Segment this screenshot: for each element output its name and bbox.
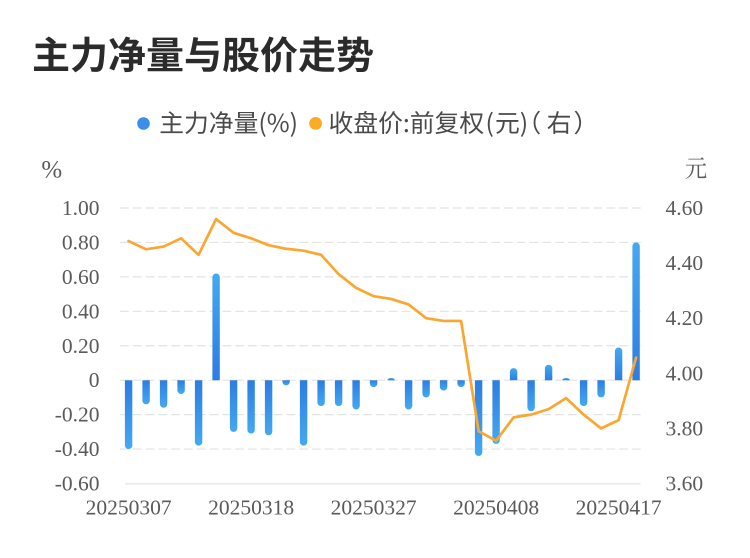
svg-text:20250417: 20250417: [576, 496, 662, 520]
svg-text:0.80: 0.80: [62, 230, 100, 254]
svg-text:0: 0: [89, 368, 100, 392]
svg-text:-0.20: -0.20: [55, 403, 100, 427]
svg-text:1.00: 1.00: [62, 196, 100, 220]
svg-text:-0.40: -0.40: [55, 437, 100, 461]
svg-text:-0.60: -0.60: [55, 472, 100, 496]
svg-text:0.40: 0.40: [62, 299, 100, 323]
svg-text:20250318: 20250318: [208, 496, 294, 520]
svg-text:0.20: 0.20: [62, 334, 100, 358]
svg-text:4.20: 4.20: [666, 306, 704, 330]
svg-text:3.60: 3.60: [666, 472, 704, 496]
svg-text:4.40: 4.40: [666, 251, 704, 275]
svg-text:4.00: 4.00: [666, 361, 704, 385]
svg-text:20250408: 20250408: [453, 496, 539, 520]
svg-text:0.60: 0.60: [62, 265, 100, 289]
svg-text:%: %: [41, 156, 62, 183]
svg-text:4.60: 4.60: [666, 196, 704, 220]
svg-text:20250327: 20250327: [331, 496, 417, 520]
svg-text:3.80: 3.80: [666, 416, 704, 440]
svg-text:20250307: 20250307: [86, 496, 172, 520]
